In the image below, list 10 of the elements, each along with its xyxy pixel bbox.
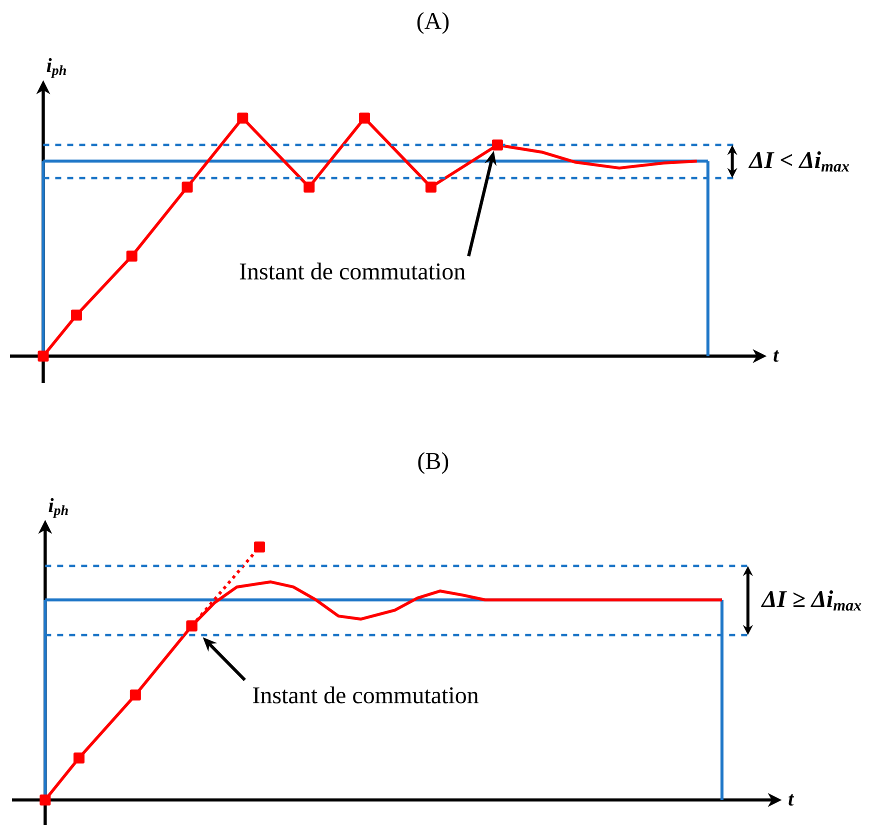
chart-title: (A): [417, 12, 449, 34]
y-axis-title: i$_{ph}$: [48, 498, 68, 518]
annotation: Instant de commutation: [240, 262, 466, 280]
annotation: Instant de commutation: [253, 686, 479, 704]
y-axis-title: i$_{ph}$: [46, 58, 66, 78]
x-axis-title: t: [774, 350, 780, 362]
chart-title: (B): [418, 452, 448, 474]
x-axis-title: t: [788, 794, 794, 806]
text: ΔI < Δi$_{max}$: [748, 151, 850, 172]
text: ΔI ≥ Δi$_{max}$: [761, 590, 862, 611]
